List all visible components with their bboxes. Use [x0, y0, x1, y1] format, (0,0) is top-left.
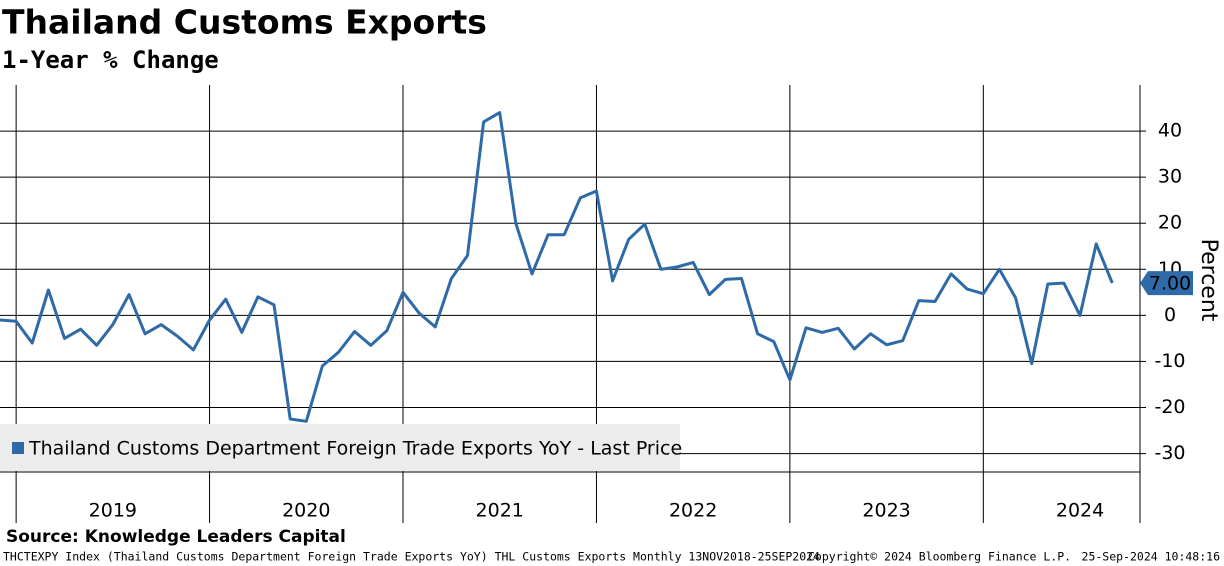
y-tick-label: -30	[1154, 442, 1185, 464]
x-tick-label: 2024	[1056, 500, 1104, 522]
y-tick-label: 20	[1158, 212, 1182, 234]
chart-subtitle: 1-Year % Change	[2, 46, 219, 74]
y-tick-label: -10	[1154, 350, 1185, 372]
legend-swatch	[12, 442, 24, 454]
x-tick-label: 2020	[282, 500, 330, 522]
series-line	[0, 111, 1114, 423]
footer: Copyright© 2024 Bloomberg Finance L.P.	[808, 550, 1071, 564]
legend-label: Thailand Customs Department Foreign Trad…	[28, 438, 682, 460]
source: Source: Knowledge Leaders Capital	[6, 527, 346, 547]
y-axis-label: Percent	[1196, 239, 1221, 322]
x-tick-label: 2022	[669, 500, 717, 522]
chart-title: Thailand Customs Exports	[2, 3, 487, 42]
y-tick-label: 40	[1158, 120, 1182, 142]
y-tick-label: -20	[1154, 396, 1185, 418]
footer: 25-Sep-2024 10:48:16	[1082, 550, 1221, 564]
y-tick-label: 30	[1158, 166, 1182, 188]
footer: THCTEXPY Index (Thailand Customs Departm…	[3, 550, 820, 564]
x-tick-label: 2019	[89, 500, 137, 522]
last-value-label: 7.00	[1149, 273, 1191, 295]
last-value-tag	[1140, 271, 1193, 296]
x-tick-label: 2021	[476, 500, 524, 522]
legend-box	[0, 424, 680, 471]
x-tick-label: 2023	[862, 500, 910, 522]
y-tick-label: 0	[1164, 304, 1176, 326]
